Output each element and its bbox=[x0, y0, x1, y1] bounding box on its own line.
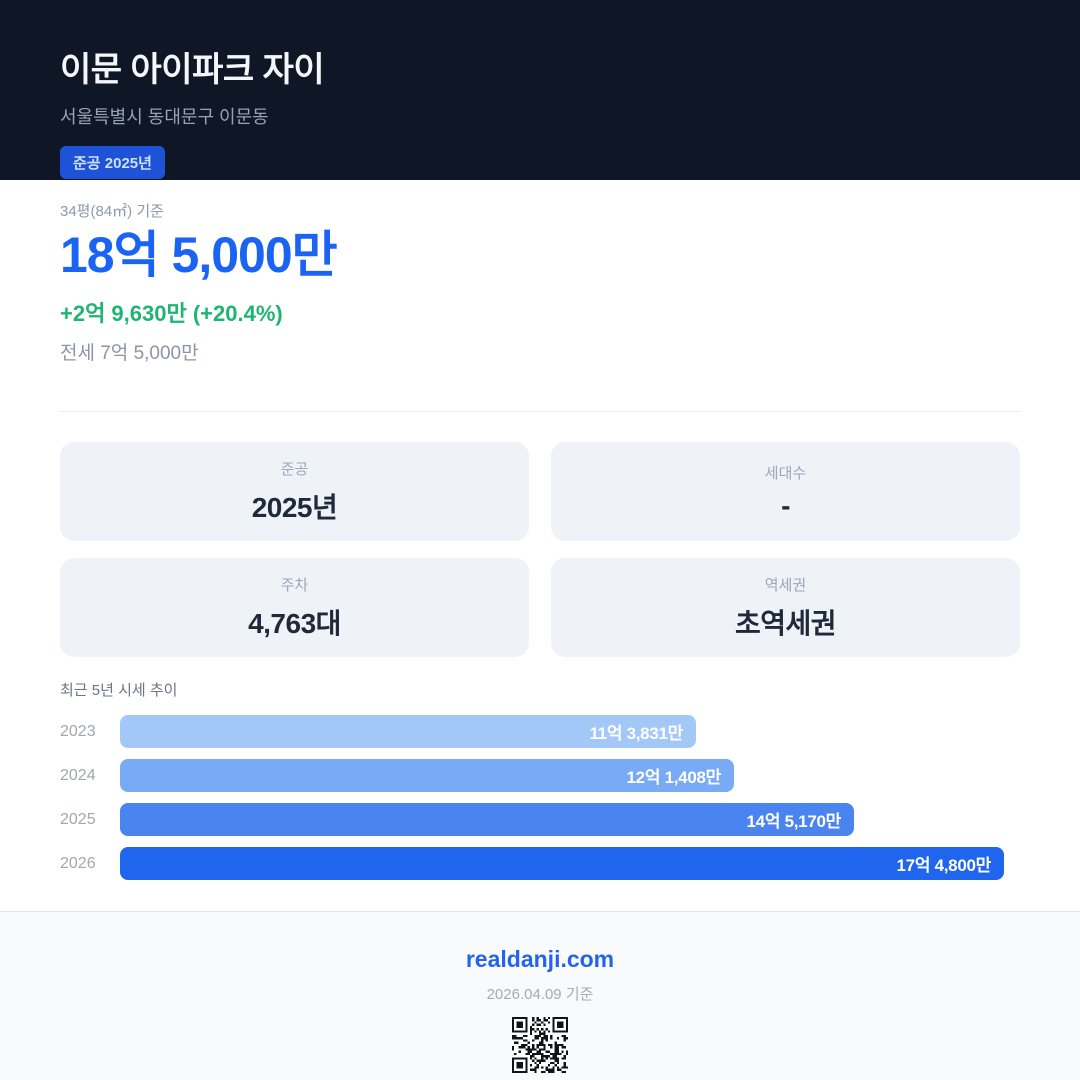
jeonse-price: 전세 7억 5,000만 bbox=[60, 343, 199, 364]
footer: realdanji.com 2026.04.09 기준 bbox=[0, 911, 1080, 1080]
completion-badge: 준공 2025년 bbox=[60, 146, 165, 179]
price-bar: 12억 1,408만 bbox=[120, 759, 734, 792]
card-label: 세대수 bbox=[764, 464, 807, 482]
price-bar: 11억 3,831만 bbox=[120, 715, 696, 748]
bar-value-label: 12억 1,408만 bbox=[626, 768, 722, 787]
address-subtitle: 서울특별시 동대문구 이문동 bbox=[60, 107, 269, 127]
chart-row: 2025 14억 5,170만 bbox=[60, 803, 1020, 836]
card-value: - bbox=[781, 489, 790, 521]
price-bar: 17억 4,800만 bbox=[120, 847, 1004, 880]
year-label: 2025 bbox=[60, 810, 96, 828]
chart-row: 2024 12억 1,408만 bbox=[60, 759, 1020, 792]
chart-row: 2023 11억 3,831만 bbox=[60, 715, 1020, 748]
card-value: 초역세권 bbox=[734, 607, 837, 639]
price-bar: 14억 5,170만 bbox=[120, 803, 854, 836]
info-card-households: 세대수 - bbox=[551, 442, 1020, 541]
price-basis: 34평(84㎡) 기준 bbox=[60, 203, 164, 220]
data-date-note: 2026.04.09 기준 bbox=[486, 986, 594, 1003]
header: 이문 아이파크 자이 서울특별시 동대문구 이문동 준공 2025년 bbox=[0, 0, 1080, 180]
info-card-completion: 준공 2025년 bbox=[60, 442, 529, 541]
bar-value-label: 11억 3,831만 bbox=[589, 724, 683, 743]
info-card-station: 역세권 초역세권 bbox=[551, 558, 1020, 657]
info-card-grid: 준공 2025년 세대수 - 주차 4,763대 역세권 초역세권 bbox=[60, 442, 1020, 657]
chart-row: 2026 17억 4,800만 bbox=[60, 847, 1020, 880]
card-value: 4,763대 bbox=[248, 607, 341, 639]
info-card-parking: 주차 4,763대 bbox=[60, 558, 529, 657]
year-label: 2023 bbox=[60, 722, 96, 740]
card-value: 2025년 bbox=[251, 491, 338, 523]
qr-code bbox=[512, 1017, 568, 1073]
price-trend-chart: 최근 5년 시세 추이 2023 11억 3,831만 2024 12억 1,408만… bbox=[60, 679, 1020, 880]
chart-title: 최근 5년 시세 추이 bbox=[60, 682, 178, 699]
chart-rows: 2023 11억 3,831만 2024 12억 1,408만 2025 14억 5,17… bbox=[60, 715, 1020, 880]
bar-value-label: 17억 4,800만 bbox=[896, 856, 992, 875]
year-label: 2024 bbox=[60, 766, 96, 784]
page-title: 이문 아이파크 자이 bbox=[60, 51, 325, 89]
card-label: 준공 bbox=[280, 460, 309, 478]
section-divider bbox=[60, 411, 1020, 412]
card-label: 주차 bbox=[280, 576, 309, 594]
year-label: 2026 bbox=[60, 854, 96, 872]
price-section: 34평(84㎡) 기준 18억 5,000만 +2억 9,630만 (+20.4… bbox=[0, 180, 1080, 365]
price-change: +2억 9,630만 (+20.4%) bbox=[60, 301, 283, 326]
current-price: 18억 5,000만 bbox=[60, 227, 338, 283]
bar-value-label: 14억 5,170만 bbox=[746, 812, 842, 831]
card-label: 역세권 bbox=[764, 576, 807, 594]
site-link[interactable]: realdanji.com bbox=[465, 946, 615, 972]
